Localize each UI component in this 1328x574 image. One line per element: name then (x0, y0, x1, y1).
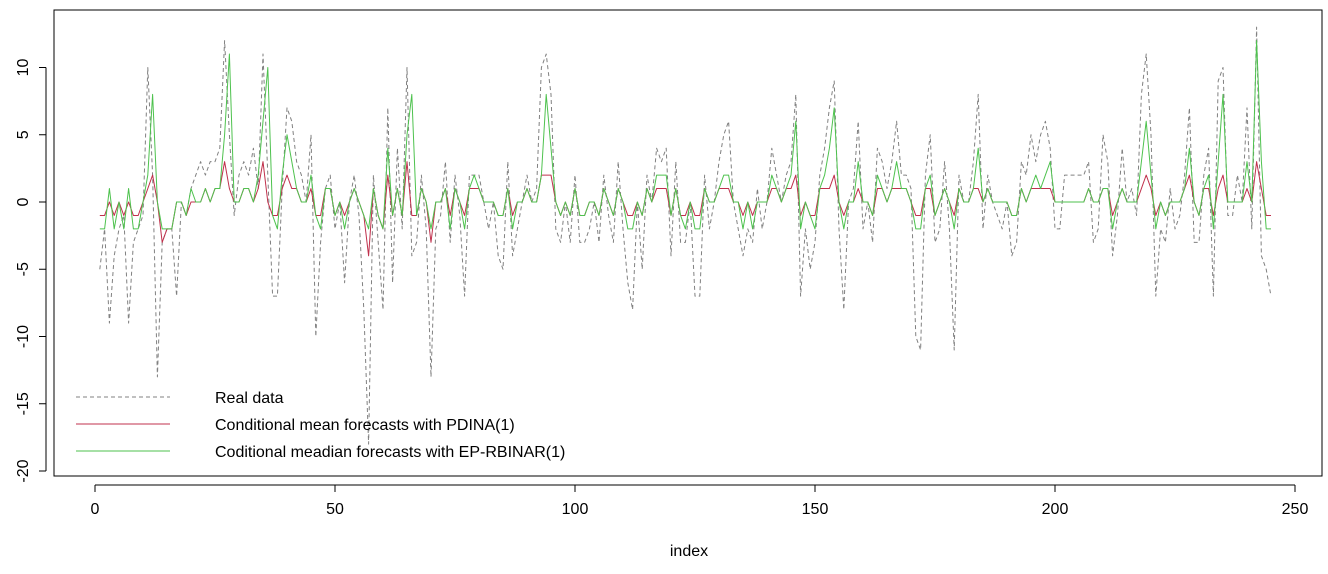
legend-label: Coditional meadian forecasts with EP-RBI… (215, 444, 565, 461)
y-tick-label: -20 (15, 459, 32, 482)
x-tick-label: 200 (1042, 501, 1069, 518)
y-tick-label: 0 (15, 197, 32, 206)
legend-label: Real data (215, 390, 284, 407)
series-line-2 (99, 40, 1271, 230)
x-tick-label: 100 (562, 501, 589, 518)
x-tick-label: 0 (91, 501, 100, 518)
legend: Real data Conditional mean forecasts with… (76, 390, 565, 461)
y-tick-label: 10 (15, 59, 32, 77)
y-tick-label: -5 (15, 262, 32, 276)
series-line-0 (99, 26, 1272, 445)
y-tick-label: 5 (15, 130, 32, 139)
x-axis: 0 50 100 150 200 250 (91, 484, 1309, 518)
plot-border (53, 9, 1323, 477)
y-tick-label: -15 (15, 392, 32, 415)
x-tick-label: 150 (802, 501, 829, 518)
x-tick-label: 250 (1282, 501, 1309, 518)
legend-label: Conditional mean forecasts with PDINA(1) (215, 417, 515, 434)
x-axis-title: index (670, 543, 708, 560)
y-axis: -20 -15 -10 -5 0 5 10 (15, 59, 47, 483)
y-tick-label: -10 (15, 325, 32, 348)
series-layer (99, 26, 1272, 445)
x-tick-label: 50 (326, 501, 344, 518)
